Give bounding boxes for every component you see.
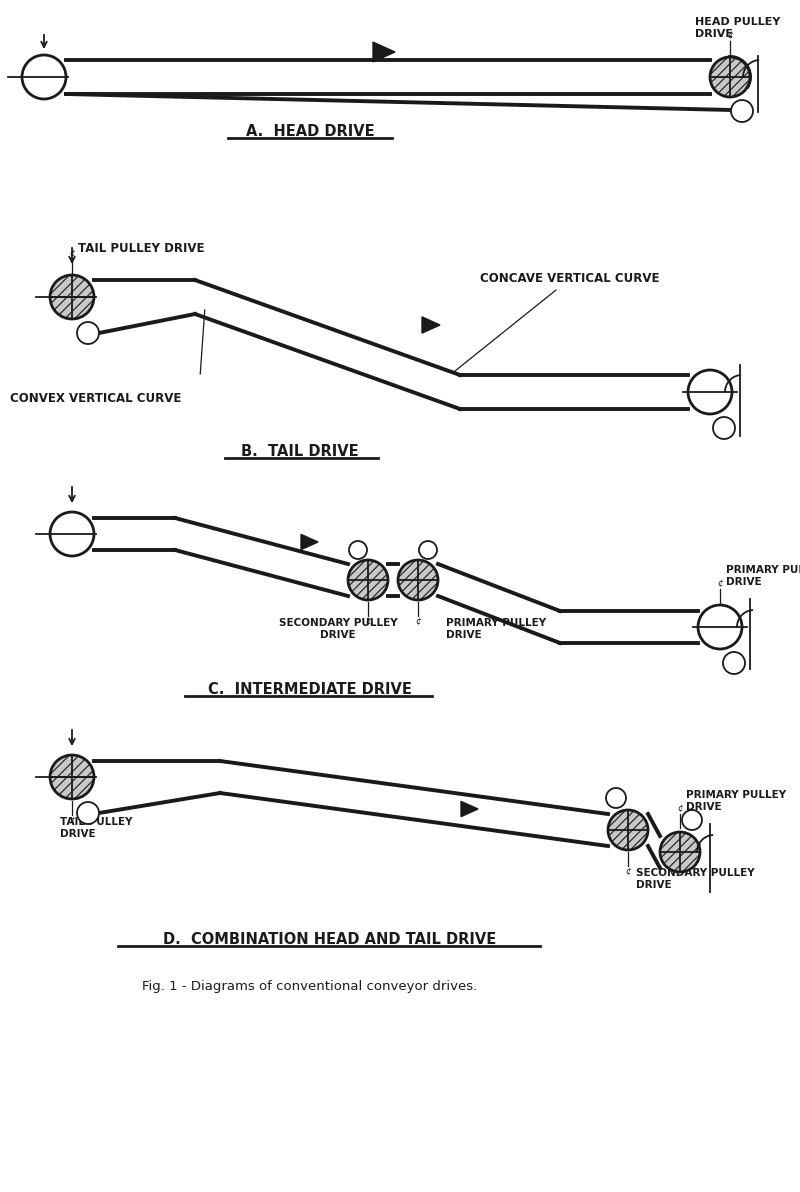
Text: ¢: ¢ — [69, 817, 75, 825]
Text: PRIMARY PULLEY
DRIVE: PRIMARY PULLEY DRIVE — [686, 790, 786, 812]
Circle shape — [77, 322, 99, 344]
Polygon shape — [373, 42, 395, 62]
Text: ¢: ¢ — [727, 31, 733, 41]
Circle shape — [688, 370, 732, 414]
Text: Fig. 1 - Diagrams of conventional conveyor drives.: Fig. 1 - Diagrams of conventional convey… — [142, 980, 478, 993]
Text: CONCAVE VERTICAL CURVE: CONCAVE VERTICAL CURVE — [452, 273, 659, 373]
Polygon shape — [301, 534, 318, 550]
Circle shape — [713, 417, 735, 439]
Text: ¢: ¢ — [365, 617, 371, 626]
Text: HEAD PULLEY
DRIVE: HEAD PULLEY DRIVE — [695, 18, 780, 39]
Text: PRIMARY PULLEY
DRIVE: PRIMARY PULLEY DRIVE — [726, 565, 800, 586]
Text: ¢: ¢ — [625, 867, 631, 876]
Text: PRIMARY PULLEY
DRIVE: PRIMARY PULLEY DRIVE — [446, 617, 546, 640]
Text: TAIL PULLEY
DRIVE: TAIL PULLEY DRIVE — [60, 817, 133, 839]
Circle shape — [731, 100, 753, 122]
Text: ¢: ¢ — [415, 617, 421, 626]
Text: B.  TAIL DRIVE: B. TAIL DRIVE — [241, 443, 359, 459]
Polygon shape — [710, 57, 750, 97]
Text: SECONDARY PULLEY
DRIVE: SECONDARY PULLEY DRIVE — [636, 868, 754, 889]
Circle shape — [349, 541, 367, 559]
Text: A.  HEAD DRIVE: A. HEAD DRIVE — [246, 124, 374, 139]
Polygon shape — [398, 560, 438, 600]
Polygon shape — [50, 275, 94, 319]
Circle shape — [77, 802, 99, 824]
Text: SECONDARY PULLEY
DRIVE: SECONDARY PULLEY DRIVE — [278, 617, 398, 640]
Circle shape — [50, 513, 94, 555]
Text: ¢: ¢ — [69, 249, 75, 257]
Text: TAIL PULLEY DRIVE: TAIL PULLEY DRIVE — [78, 242, 205, 255]
Polygon shape — [608, 811, 648, 850]
Circle shape — [698, 606, 742, 648]
Circle shape — [419, 541, 437, 559]
Circle shape — [682, 811, 702, 830]
Polygon shape — [50, 755, 94, 799]
Circle shape — [606, 788, 626, 808]
Polygon shape — [461, 801, 478, 817]
Text: ¢: ¢ — [677, 803, 683, 813]
Text: D.  COMBINATION HEAD AND TAIL DRIVE: D. COMBINATION HEAD AND TAIL DRIVE — [163, 932, 497, 946]
Text: C.  INTERMEDIATE DRIVE: C. INTERMEDIATE DRIVE — [208, 682, 412, 697]
Circle shape — [22, 55, 66, 99]
Text: ¢: ¢ — [717, 579, 723, 588]
Polygon shape — [660, 832, 700, 873]
Polygon shape — [422, 317, 440, 333]
Text: CONVEX VERTICAL CURVE: CONVEX VERTICAL CURVE — [10, 392, 182, 405]
Polygon shape — [348, 560, 388, 600]
Circle shape — [723, 652, 745, 673]
